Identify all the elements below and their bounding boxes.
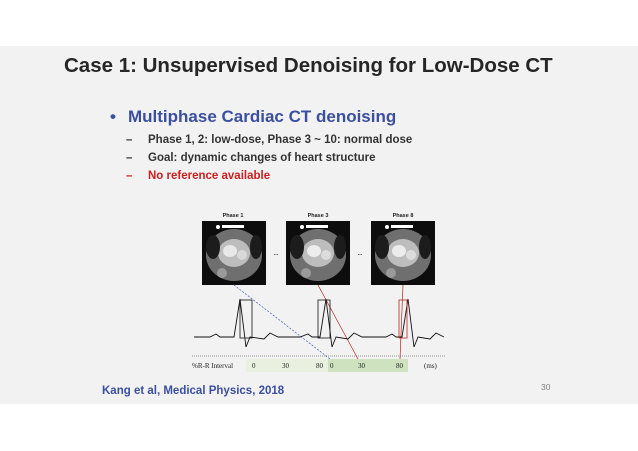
interval-segment: [328, 359, 408, 372]
ellipsis: ...: [274, 251, 279, 257]
sub-bullet-marker: –: [126, 134, 133, 146]
page-number: 30: [541, 382, 551, 392]
tick-label: 80: [316, 362, 324, 370]
tick-label: 80: [396, 362, 404, 370]
interval-segment: [246, 359, 328, 372]
phase-label: Phase 8: [393, 213, 414, 219]
ct-image-phase8: [371, 221, 435, 285]
connector-phase3: [317, 284, 359, 360]
connector-phase1: [233, 284, 331, 360]
ecg-phase-figure: Phase 1 Phase 3 Phase 8: [192, 213, 446, 372]
sub-bullet-marker: –: [126, 170, 133, 182]
connector-phase8: [399, 284, 404, 360]
phase-label: Phase 3: [308, 213, 329, 219]
tick-label: 30: [282, 362, 290, 370]
phase-label: Phase 1: [223, 213, 244, 219]
tick-label: 0: [330, 362, 334, 370]
ecg-trace: [194, 298, 445, 348]
ellipsis: ...: [358, 251, 363, 257]
citation: Kang et al, Medical Physics, 2018: [102, 385, 285, 397]
main-bullet-text: Multiphase Cardiac CT denoising: [128, 107, 397, 126]
tick-label: 30: [358, 362, 366, 370]
slide: Case 1: Unsupervised Denoising for Low-D…: [0, 46, 638, 404]
tick-label: 0: [252, 362, 256, 370]
sub-bullet-text: No reference available: [148, 170, 271, 182]
sub-bullet-marker: –: [126, 152, 133, 164]
sub-bullet-text: Goal: dynamic changes of heart structure: [148, 152, 376, 164]
phase-window: [239, 299, 253, 339]
ct-image-phase1: [202, 221, 266, 285]
unit-label: (ms): [424, 362, 438, 370]
interval-label: %R-R Interval: [192, 362, 233, 370]
slide-title: Case 1: Unsupervised Denoising for Low-D…: [64, 54, 553, 77]
bullet-marker: •: [110, 107, 116, 126]
ct-image-phase3: [286, 221, 350, 285]
sub-bullet-text: Phase 1, 2: low-dose, Phase 3 ~ 10: norm…: [148, 134, 413, 146]
phase-window: [398, 299, 408, 339]
phase-window: [317, 299, 331, 339]
